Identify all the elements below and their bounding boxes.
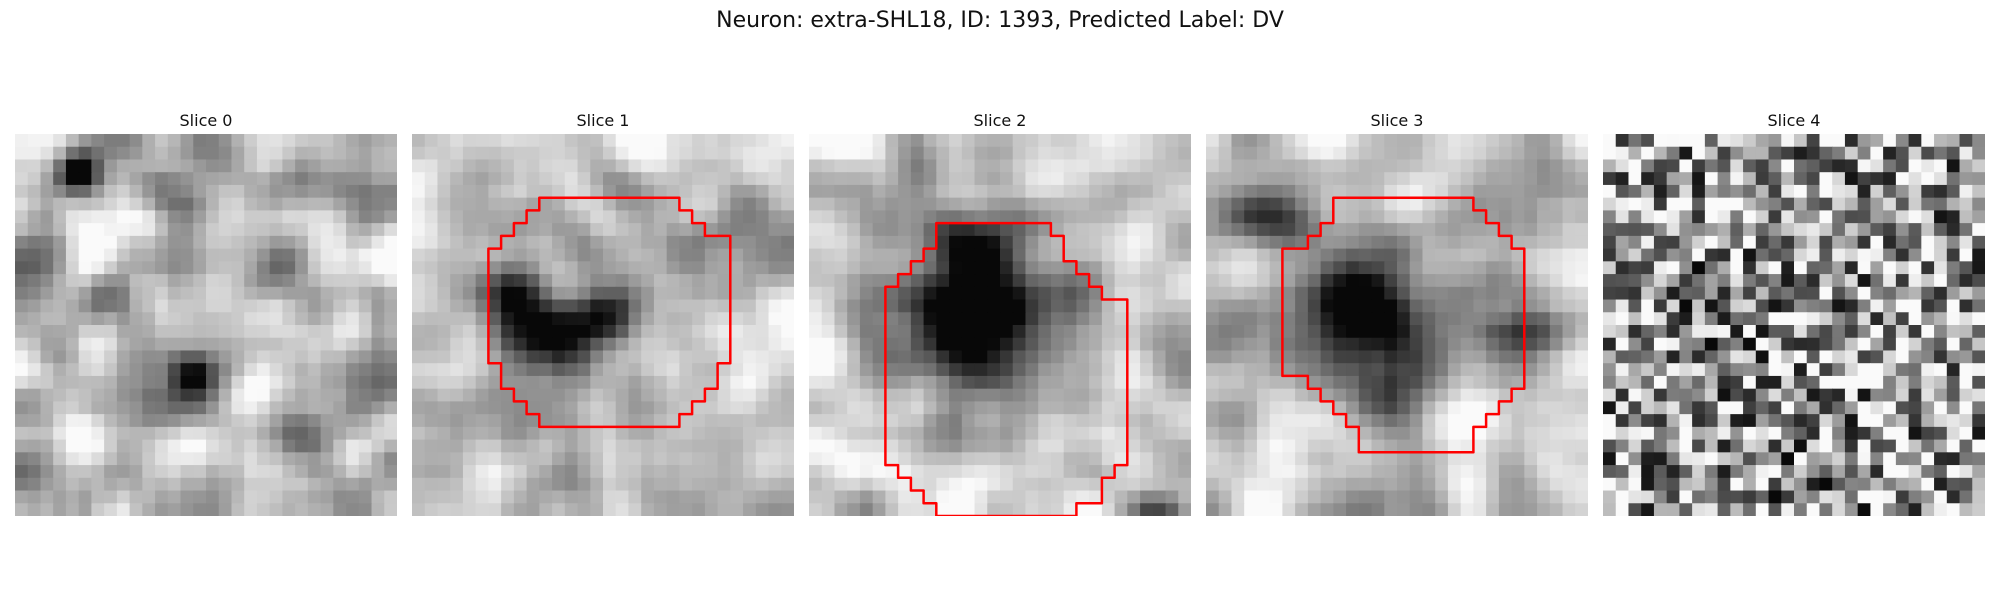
slice-panel-3: Slice 3 [1205, 110, 1589, 516]
slice-1-microscopy-image [412, 134, 794, 516]
slice-panel-4: Slice 4 [1602, 110, 1986, 516]
slice-panel-0: Slice 0 [14, 110, 398, 516]
slice-title-4: Slice 4 [1767, 111, 1821, 130]
figure-title: Neuron: extra-SHL18, ID: 1393, Predicted… [716, 8, 1284, 33]
slice-4-microscopy-image [1603, 134, 1985, 516]
slice-image-2 [809, 134, 1191, 516]
slice-image-0 [15, 134, 397, 516]
slice-panel-1: Slice 1 [411, 110, 795, 516]
slice-0-microscopy-image [15, 134, 397, 516]
slice-image-3 [1206, 134, 1588, 516]
slice-2-contour [884, 221, 1129, 516]
slice-title-1: Slice 1 [576, 111, 630, 130]
slice-3-microscopy-image [1206, 134, 1588, 516]
slice-2-microscopy-image [809, 134, 1191, 516]
slice-title-0: Slice 0 [179, 111, 233, 130]
slice-image-4 [1603, 134, 1985, 516]
slice-title-2: Slice 2 [973, 111, 1027, 130]
slice-panel-2: Slice 2 [808, 110, 1192, 516]
slice-3-contour [1281, 196, 1526, 454]
slice-1-contour [487, 196, 732, 429]
slice-image-1 [412, 134, 794, 516]
slice-title-3: Slice 3 [1370, 111, 1424, 130]
